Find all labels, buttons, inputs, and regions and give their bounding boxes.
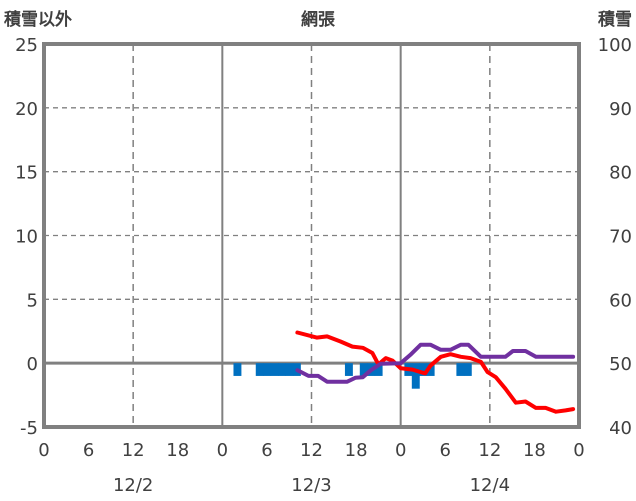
precip-bar — [419, 363, 428, 376]
chart-title: 網張 — [301, 9, 336, 30]
precip-bar — [263, 363, 272, 376]
precip-bar — [456, 363, 465, 376]
x-tick-label: 6 — [440, 440, 451, 461]
left-tick-label: 20 — [15, 99, 38, 120]
x-tick-label: 0 — [573, 440, 584, 461]
precip-bar — [463, 363, 472, 376]
precip-bar — [411, 363, 420, 389]
x-tick-label: 12 — [122, 440, 145, 461]
x-tick-label: 0 — [38, 440, 49, 461]
x-tick-label: 6 — [261, 440, 272, 461]
right-tick-label: 70 — [609, 227, 632, 248]
left-tick-label: 15 — [15, 163, 38, 184]
right-axis-label: 積雪 — [598, 9, 632, 30]
right-tick-label: 50 — [609, 354, 632, 375]
x-tick-label: 0 — [395, 440, 406, 461]
precip-bar — [374, 363, 383, 376]
x-tick-label: 18 — [345, 440, 368, 461]
x-tick-label: 18 — [523, 440, 546, 461]
left-tick-label: 5 — [27, 290, 38, 311]
precip-bar — [285, 363, 294, 376]
right-tick-label: 60 — [609, 290, 632, 311]
precip-bar — [255, 363, 264, 376]
purple-series-line — [295, 342, 576, 384]
right-tick-label: 100 — [598, 35, 632, 56]
left-tick-label: 0 — [27, 354, 38, 375]
precip-bar — [359, 363, 368, 376]
x-tick-label: 12 — [478, 440, 501, 461]
date-label: 12/2 — [113, 475, 153, 496]
left-tick-label: -5 — [20, 418, 38, 439]
right-tick-label: 80 — [609, 163, 632, 184]
plot-frame — [42, 42, 581, 429]
left-tick-label: 10 — [15, 227, 38, 248]
left-tick-label: 25 — [15, 35, 38, 56]
precip-bar — [278, 363, 286, 376]
date-label: 12/4 — [470, 475, 510, 496]
date-label: 12/3 — [291, 475, 331, 496]
x-tick-label: 18 — [166, 440, 189, 461]
left-axis-label: 積雪以外 — [4, 9, 72, 30]
precip-bar — [270, 363, 279, 376]
precip-bar — [426, 363, 435, 376]
precip-bar — [344, 363, 353, 376]
red-series-line — [295, 330, 576, 414]
precip-bar — [233, 363, 242, 376]
right-tick-label: 90 — [609, 99, 632, 120]
x-tick-label: 0 — [217, 440, 228, 461]
x-tick-label: 6 — [83, 440, 94, 461]
right-tick-label: 40 — [609, 418, 632, 439]
x-tick-label: 12 — [300, 440, 323, 461]
